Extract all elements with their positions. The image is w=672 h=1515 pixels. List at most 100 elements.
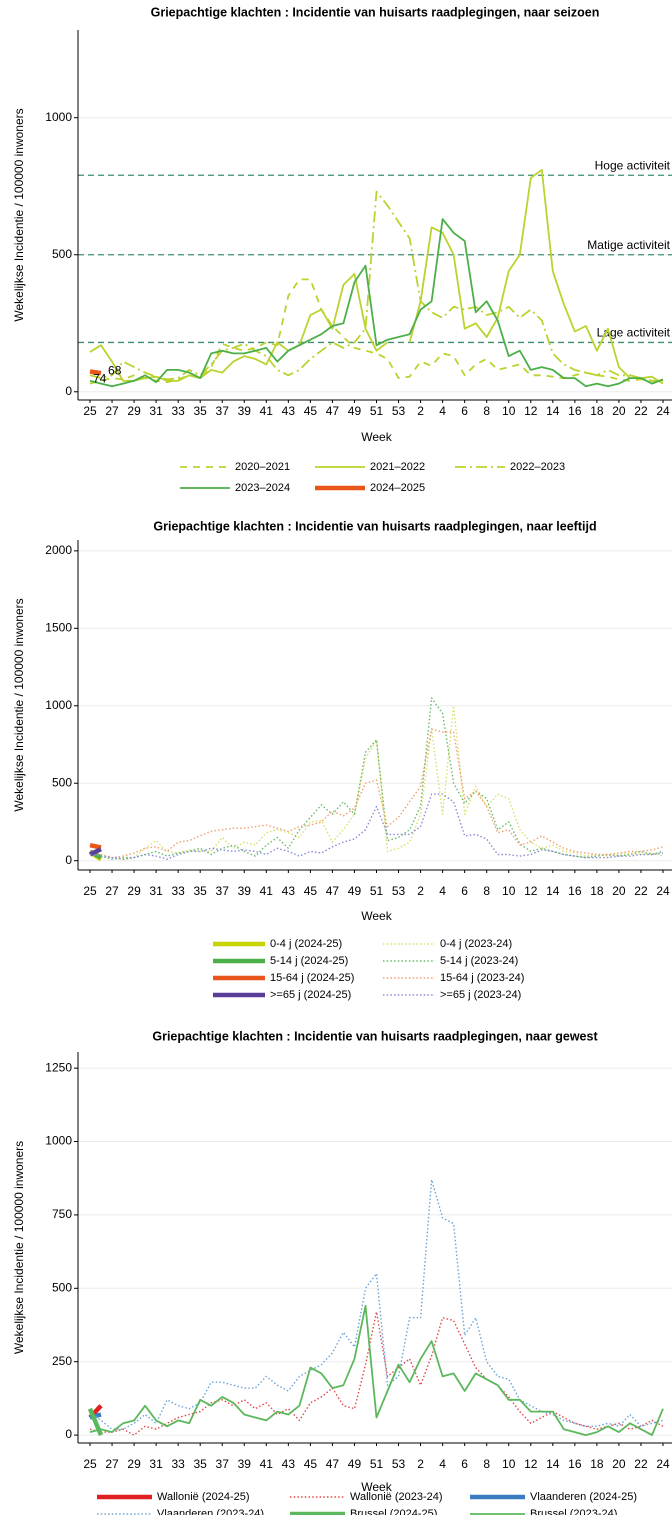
x-tick-label: 35 xyxy=(194,1457,208,1471)
x-tick-label: 20 xyxy=(612,884,626,898)
chart-title: Griepachtige klachten : Incidentie van h… xyxy=(153,519,596,533)
x-tick-label: 10 xyxy=(502,1457,516,1471)
x-tick-label: 51 xyxy=(370,404,384,418)
x-tick-label: 14 xyxy=(546,1457,560,1471)
x-tick-label: 45 xyxy=(304,1457,318,1471)
legend-label: Wallonië (2024-25) xyxy=(157,1491,250,1503)
x-tick-label: 8 xyxy=(483,1457,490,1471)
x-tick-label: 31 xyxy=(149,404,163,418)
x-tick-label: 41 xyxy=(260,1457,274,1471)
x-tick-label: 25 xyxy=(83,884,97,898)
x-tick-label: 53 xyxy=(392,884,406,898)
y-tick-label: 1250 xyxy=(45,1060,72,1074)
x-tick-label: 20 xyxy=(612,1457,626,1471)
x-tick-label: 47 xyxy=(326,884,340,898)
series-line xyxy=(89,1179,664,1430)
y-axis-title: Wekelijkse Incidentie / 100000 inwoners xyxy=(12,108,26,321)
x-tick-label: 27 xyxy=(105,1457,119,1471)
y-tick-label: 0 xyxy=(65,1427,72,1441)
legend-label: 15-64 j (2023-24) xyxy=(440,972,524,984)
x-tick-label: 37 xyxy=(216,404,230,418)
x-tick-label: 6 xyxy=(461,884,468,898)
x-tick-label: 41 xyxy=(260,404,274,418)
x-tick-label: 45 xyxy=(304,404,318,418)
x-tick-label: 12 xyxy=(524,884,538,898)
x-tick-label: 24 xyxy=(656,404,670,418)
x-tick-label: 2 xyxy=(417,1457,424,1471)
x-tick-label: 41 xyxy=(260,884,274,898)
y-tick-label: 250 xyxy=(52,1354,72,1368)
legend-label: >=65 j (2023-24) xyxy=(440,989,521,1001)
x-tick-label: 18 xyxy=(590,884,604,898)
x-axis-title: Week xyxy=(361,430,392,444)
x-tick-label: 6 xyxy=(461,1457,468,1471)
x-tick-label: 33 xyxy=(171,1457,185,1471)
x-tick-label: 49 xyxy=(348,404,362,418)
x-tick-label: 16 xyxy=(568,1457,582,1471)
x-tick-label: 27 xyxy=(105,884,119,898)
x-tick-label: 29 xyxy=(127,884,141,898)
x-axis-title: Week xyxy=(361,909,392,923)
y-tick-label: 750 xyxy=(52,1207,72,1221)
x-tick-label: 47 xyxy=(326,404,340,418)
y-tick-label: 1500 xyxy=(45,620,72,634)
legend-label: 2021–2022 xyxy=(370,461,425,473)
x-tick-label: 43 xyxy=(282,404,296,418)
y-tick-label: 1000 xyxy=(45,698,72,712)
x-tick-label: 39 xyxy=(238,884,252,898)
x-tick-label: 6 xyxy=(461,404,468,418)
x-tick-label: 2 xyxy=(417,884,424,898)
legend-label: >=65 j (2024-25) xyxy=(270,989,351,1001)
x-tick-label: 10 xyxy=(502,884,516,898)
x-tick-label: 14 xyxy=(546,884,560,898)
x-tick-label: 43 xyxy=(282,884,296,898)
legend-label: Brussel (2023-24) xyxy=(530,1508,617,1515)
legend-label: Vlaanderen (2023-24) xyxy=(157,1508,264,1515)
series-line xyxy=(89,842,102,850)
x-tick-label: 29 xyxy=(127,404,141,418)
threshold-label: Matige activiteit xyxy=(587,238,670,252)
x-tick-label: 45 xyxy=(304,884,318,898)
x-tick-label: 25 xyxy=(83,404,97,418)
series-line xyxy=(89,218,664,388)
data-label: 74 xyxy=(93,372,107,386)
x-tick-label: 31 xyxy=(149,884,163,898)
threshold-label: Hoge activiteit xyxy=(595,158,671,172)
x-tick-label: 35 xyxy=(194,404,208,418)
x-tick-label: 18 xyxy=(590,1457,604,1471)
x-tick-label: 4 xyxy=(439,404,446,418)
series-line xyxy=(89,1305,664,1436)
y-tick-label: 1000 xyxy=(45,1134,72,1148)
x-tick-label: 39 xyxy=(238,404,252,418)
series-line xyxy=(89,705,664,860)
series-line xyxy=(89,697,664,860)
x-tick-label: 22 xyxy=(634,1457,648,1471)
x-tick-label: 27 xyxy=(105,404,119,418)
legend-label: 5-14 j (2024-25) xyxy=(270,955,348,967)
y-tick-label: 500 xyxy=(52,247,72,261)
legend-label: Wallonië (2023-24) xyxy=(350,1491,443,1503)
legend-label: 2022–2023 xyxy=(510,461,565,473)
legend-label: 15-64 j (2024-25) xyxy=(270,972,354,984)
series-line xyxy=(89,278,663,385)
series-line xyxy=(89,369,102,376)
y-axis-title: Wekelijkse Incidentie / 100000 inwoners xyxy=(12,598,26,811)
x-tick-label: 8 xyxy=(483,404,490,418)
series-line xyxy=(89,793,664,860)
x-tick-label: 22 xyxy=(634,404,648,418)
x-tick-label: 24 xyxy=(656,884,670,898)
x-tick-label: 39 xyxy=(238,1457,252,1471)
y-tick-label: 1000 xyxy=(45,110,72,124)
chart-title: Griepachtige klachten : Incidentie van h… xyxy=(152,1029,598,1043)
x-tick-label: 35 xyxy=(194,884,208,898)
legend-label: 2023–2024 xyxy=(235,482,290,494)
x-tick-label: 37 xyxy=(216,884,230,898)
y-axis-title: Wekelijkse Incidentie / 100000 inwoners xyxy=(12,1141,26,1354)
legend-label: 2024–2025 xyxy=(370,482,425,494)
legend-label: 5-14 j (2023-24) xyxy=(440,955,518,967)
x-tick-label: 20 xyxy=(612,404,626,418)
x-tick-label: 29 xyxy=(127,1457,141,1471)
series-line xyxy=(89,728,664,859)
series-line xyxy=(89,168,664,385)
x-tick-label: 25 xyxy=(83,1457,97,1471)
